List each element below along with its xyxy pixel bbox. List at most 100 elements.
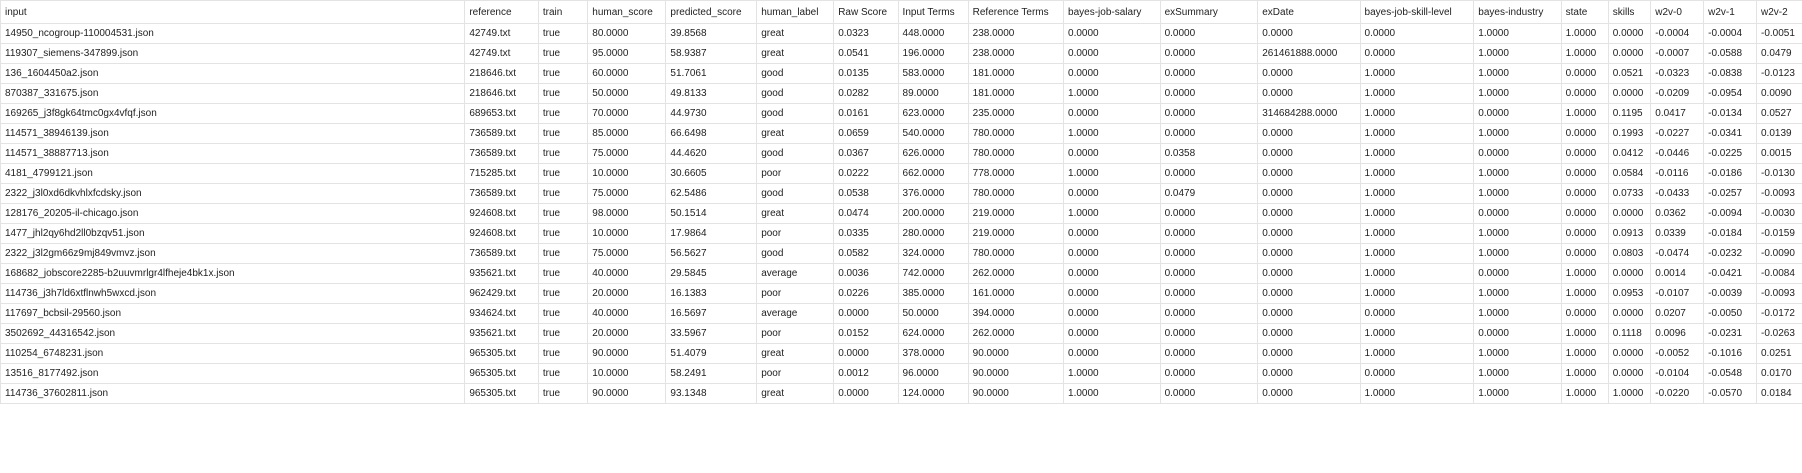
- table-cell: 0.0323: [833, 23, 899, 44]
- table-cell: 1.0000: [1473, 23, 1562, 44]
- table-row: 1477_jhl2qy6hd2ll0bzqv51.json 924608.txt t…: [0, 223, 1802, 244]
- table-cell: 124.0000: [897, 383, 969, 404]
- table-cell: 0.0251: [1755, 343, 1802, 364]
- table-cell: true: [537, 43, 589, 64]
- column-header-exsummary[interactable]: exSummary: [1159, 0, 1259, 24]
- table-cell: 39.8568: [665, 23, 758, 44]
- column-header-w2v-0[interactable]: w2v-0: [1650, 0, 1705, 24]
- table-row: 119307_siemens-347899.json 42749.txt true 9…: [0, 43, 1802, 64]
- table-cell: 51.4079: [665, 343, 758, 364]
- column-header-raw-score[interactable]: Raw Score: [833, 0, 899, 24]
- table-cell: -0.0084: [1755, 263, 1802, 284]
- table-cell: 218646.txt: [464, 83, 539, 104]
- table-cell: 40.0000: [587, 303, 667, 324]
- column-header-human-score[interactable]: human_score: [587, 0, 667, 24]
- table-cell: average: [756, 303, 835, 324]
- table-cell: 219.0000: [967, 203, 1065, 224]
- table-cell: -0.0093: [1755, 183, 1802, 204]
- column-header-exdate[interactable]: exDate: [1257, 0, 1361, 24]
- table-cell: 17.9864: [665, 223, 758, 244]
- table-cell: 0.0000: [1607, 23, 1652, 44]
- table-cell: -0.0323: [1650, 63, 1705, 84]
- table-cell: 1.0000: [1063, 383, 1161, 404]
- table-cell: 924608.txt: [464, 223, 539, 244]
- table-cell: 934624.txt: [464, 303, 539, 324]
- table-cell: 0.0000: [1257, 383, 1361, 404]
- table-cell: 1.0000: [1560, 323, 1609, 344]
- table-cell: true: [537, 123, 589, 144]
- table-cell: 0.0953: [1607, 283, 1652, 304]
- table-cell: -0.0421: [1703, 263, 1757, 284]
- column-header-reference[interactable]: reference: [464, 0, 539, 24]
- table-cell: 110254_6748231.json: [0, 343, 466, 364]
- column-header-input[interactable]: input: [0, 0, 466, 24]
- table-cell: 0.0000: [1359, 303, 1475, 324]
- column-header-w2v-1[interactable]: w2v-1: [1703, 0, 1757, 24]
- table-cell: 0.0000: [1560, 203, 1609, 224]
- table-cell: true: [537, 163, 589, 184]
- table-cell: -0.0220: [1650, 383, 1705, 404]
- table-cell: 114736_j3h7ld6xtflnwh5wxcd.json: [0, 283, 466, 304]
- table-cell: -0.0209: [1650, 83, 1705, 104]
- table-cell: 10.0000: [587, 363, 667, 384]
- column-header-predicted-score[interactable]: predicted_score: [665, 0, 758, 24]
- table-cell: 90.0000: [967, 383, 1065, 404]
- column-header-input-terms[interactable]: Input Terms: [897, 0, 969, 24]
- column-header-bayes-job-salary[interactable]: bayes-job-salary: [1063, 0, 1161, 24]
- table-cell: 448.0000: [897, 23, 969, 44]
- table-cell: 1.0000: [1359, 343, 1475, 364]
- table-cell: 0.0000: [1257, 83, 1361, 104]
- table-cell: 1.0000: [1063, 203, 1161, 224]
- table-cell: 0.0000: [1159, 283, 1259, 304]
- table-cell: -0.0104: [1650, 363, 1705, 384]
- table-cell: 0.1993: [1607, 123, 1652, 144]
- table-cell: 1.0000: [1063, 163, 1161, 184]
- column-header-bayes-job-skill-level[interactable]: bayes-job-skill-level: [1359, 0, 1475, 24]
- table-cell: 0.0521: [1607, 63, 1652, 84]
- table-cell: 50.1514: [665, 203, 758, 224]
- table-cell: average: [756, 263, 835, 284]
- table-cell: 0.0000: [1159, 83, 1259, 104]
- column-header-w2v-2[interactable]: w2v-2: [1755, 0, 1802, 24]
- table-cell: 0.0339: [1650, 223, 1705, 244]
- table-cell: good: [756, 103, 835, 124]
- column-header-bayes-industry[interactable]: bayes-industry: [1473, 0, 1562, 24]
- table-row: 169265_j3f8gk64tmc0gx4vfqf.json 689653.tx…: [0, 103, 1802, 124]
- table-cell: 0.0000: [1159, 203, 1259, 224]
- column-header-skills[interactable]: skills: [1607, 0, 1652, 24]
- table-cell: 0.0000: [1257, 63, 1361, 84]
- table-cell: 1.0000: [1473, 283, 1562, 304]
- table-cell: 1.0000: [1063, 363, 1161, 384]
- table-row: 870387_331675.json 218646.txt true 50.0000 4…: [0, 83, 1802, 104]
- table-cell: 0.0000: [1257, 243, 1361, 264]
- table-cell: -0.0093: [1755, 283, 1802, 304]
- table-cell: 689653.txt: [464, 103, 539, 124]
- table-cell: 0.0538: [833, 183, 899, 204]
- table-cell: -0.0570: [1703, 383, 1757, 404]
- table-cell: 114571_38946139.json: [0, 123, 466, 144]
- table-cell: -0.0007: [1650, 43, 1705, 64]
- table-cell: 0.0282: [833, 83, 899, 104]
- column-header-state[interactable]: state: [1560, 0, 1609, 24]
- table-cell: 98.0000: [587, 203, 667, 224]
- table-cell: 1.0000: [1063, 123, 1161, 144]
- table-cell: 0.0584: [1607, 163, 1652, 184]
- column-header-train[interactable]: train: [537, 0, 589, 24]
- table-cell: 0.1118: [1607, 323, 1652, 344]
- table-cell: 736589.txt: [464, 143, 539, 164]
- table-cell: 1.0000: [1359, 383, 1475, 404]
- table-cell: 0.0000: [1560, 243, 1609, 264]
- table-cell: 624.0000: [897, 323, 969, 344]
- table-cell: 1.0000: [1063, 83, 1161, 104]
- table-cell: 66.6498: [665, 123, 758, 144]
- column-header-human-label[interactable]: human_label: [756, 0, 835, 24]
- table-cell: 161.0000: [967, 283, 1065, 304]
- table-cell: 169265_j3f8gk64tmc0gx4vfqf.json: [0, 103, 466, 124]
- table-cell: true: [537, 383, 589, 404]
- table-cell: 0.0000: [1063, 183, 1161, 204]
- table-cell: 1.0000: [1473, 343, 1562, 364]
- column-header-reference-terms[interactable]: Reference Terms: [967, 0, 1065, 24]
- table-cell: 235.0000: [967, 103, 1065, 124]
- table-cell: -0.0039: [1703, 283, 1757, 304]
- table-cell: 0.0000: [1359, 43, 1475, 64]
